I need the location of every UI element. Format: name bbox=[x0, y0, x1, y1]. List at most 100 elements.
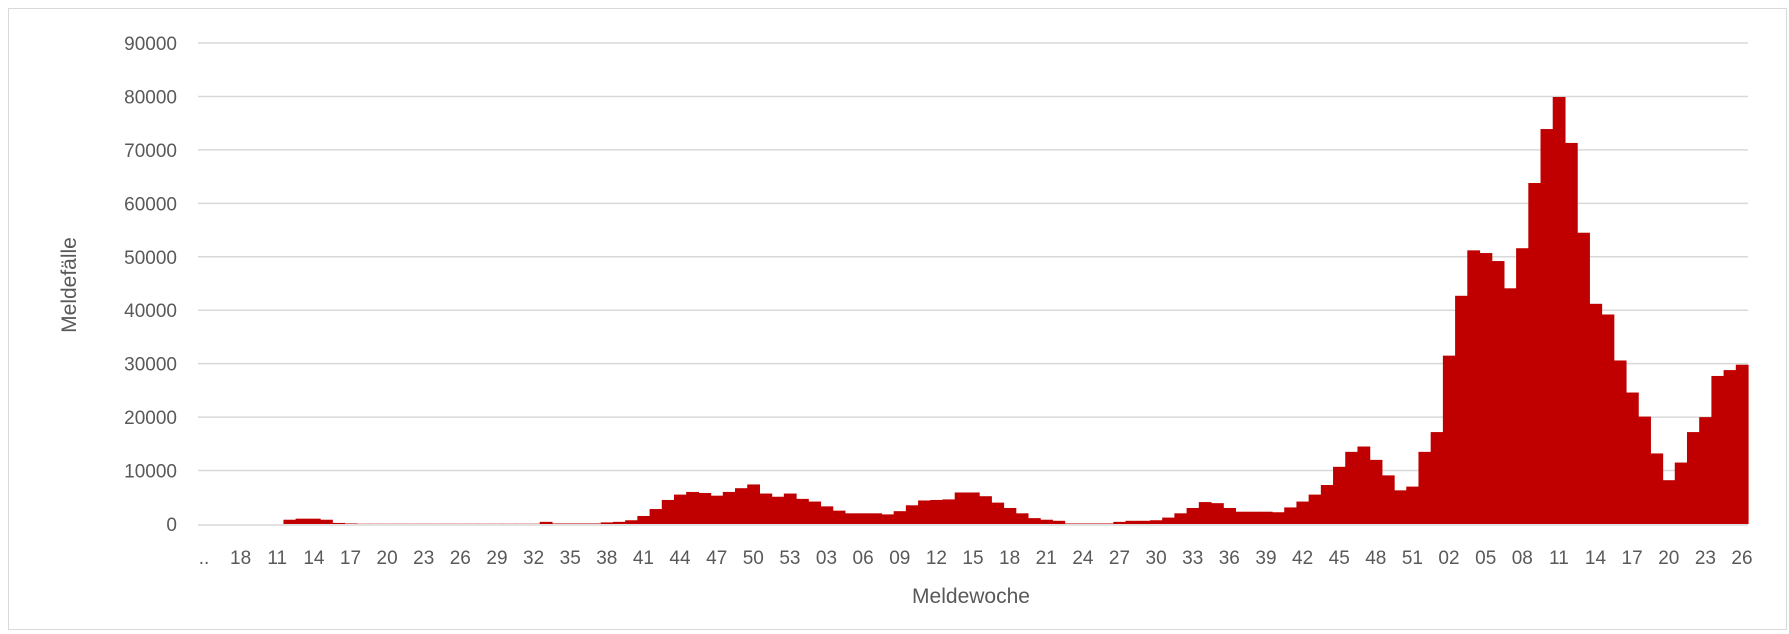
bars bbox=[283, 96, 1749, 525]
bar bbox=[796, 498, 809, 524]
bar bbox=[808, 501, 822, 524]
bar bbox=[1125, 520, 1139, 524]
x-tick-label: 44 bbox=[669, 548, 691, 569]
bar bbox=[588, 523, 602, 524]
bar bbox=[1552, 96, 1566, 524]
bar bbox=[1528, 183, 1542, 524]
bar bbox=[1113, 521, 1127, 524]
bar bbox=[893, 511, 907, 524]
bar bbox=[1198, 502, 1212, 524]
bar bbox=[649, 509, 663, 524]
y-tick-label: 80000 bbox=[124, 87, 177, 108]
x-tick-label: 35 bbox=[560, 548, 581, 569]
bar bbox=[661, 499, 675, 524]
x-tick-label: 45 bbox=[1329, 548, 1350, 569]
x-tick-label: 50 bbox=[743, 548, 764, 569]
bar bbox=[576, 523, 590, 524]
bar bbox=[1027, 518, 1041, 524]
x-tick-label: 26 bbox=[1731, 548, 1752, 569]
bar bbox=[625, 520, 638, 524]
bar bbox=[1650, 453, 1664, 524]
bar bbox=[710, 495, 724, 524]
y-tick-label: 60000 bbox=[124, 194, 177, 215]
bar bbox=[1210, 503, 1224, 524]
bar bbox=[1149, 520, 1163, 524]
bar bbox=[1296, 501, 1310, 524]
bar bbox=[1638, 416, 1651, 524]
x-tick-label: 20 bbox=[377, 548, 398, 569]
bar bbox=[1406, 486, 1420, 524]
bar bbox=[1223, 507, 1236, 524]
bar bbox=[1308, 494, 1322, 524]
bar bbox=[1259, 511, 1273, 524]
bar bbox=[686, 491, 699, 524]
bar bbox=[942, 499, 956, 524]
x-tick-label: 23 bbox=[413, 548, 434, 569]
bar bbox=[832, 510, 846, 524]
x-tick-label: 11 bbox=[1549, 548, 1569, 569]
bar bbox=[820, 506, 834, 524]
bar bbox=[1589, 303, 1603, 524]
bar bbox=[1088, 523, 1102, 524]
x-tick-label: 39 bbox=[1255, 548, 1276, 569]
bar bbox=[1381, 475, 1395, 524]
bar bbox=[1174, 513, 1188, 524]
bar bbox=[673, 494, 687, 524]
bar bbox=[844, 513, 858, 524]
bar bbox=[735, 488, 748, 524]
bar bbox=[1235, 511, 1249, 524]
x-tick-label: 02 bbox=[1438, 548, 1459, 569]
bar bbox=[1662, 480, 1676, 524]
x-tick-label: .. bbox=[199, 548, 210, 569]
bar bbox=[1601, 314, 1615, 524]
y-tick-label: 40000 bbox=[124, 301, 177, 322]
bar bbox=[1272, 512, 1285, 524]
y-tick-label: 20000 bbox=[124, 408, 177, 429]
x-tick-label: 14 bbox=[303, 548, 325, 569]
bar bbox=[295, 518, 309, 524]
bar bbox=[979, 496, 992, 524]
x-tick-label: 14 bbox=[1585, 548, 1607, 569]
bar bbox=[1699, 417, 1712, 524]
x-axis-title: Meldewoche bbox=[912, 585, 1030, 608]
bar bbox=[1430, 432, 1444, 524]
x-tick-label: 15 bbox=[962, 548, 983, 569]
x-tick-label: 23 bbox=[1695, 548, 1716, 569]
bar bbox=[1247, 511, 1261, 524]
x-tick-label: 29 bbox=[486, 548, 507, 569]
bar bbox=[1333, 466, 1346, 524]
bar bbox=[905, 505, 919, 524]
bar bbox=[1467, 250, 1481, 525]
bar bbox=[1442, 355, 1456, 524]
x-tick-label: 05 bbox=[1475, 548, 1496, 569]
x-tick-label: 03 bbox=[816, 548, 837, 569]
bar bbox=[1040, 519, 1053, 524]
bar bbox=[612, 521, 626, 524]
bar bbox=[1186, 507, 1200, 524]
bar bbox=[1711, 375, 1725, 524]
x-tick-label: 48 bbox=[1365, 548, 1386, 569]
x-tick-label: 33 bbox=[1182, 548, 1203, 569]
bar bbox=[747, 484, 761, 524]
bar bbox=[344, 523, 358, 524]
bar bbox=[1357, 446, 1371, 524]
bar bbox=[1064, 523, 1078, 524]
bar bbox=[1320, 484, 1334, 524]
bar bbox=[1735, 364, 1749, 524]
y-tick-label: 0 bbox=[166, 515, 177, 536]
x-tick-label: 30 bbox=[1146, 548, 1167, 569]
x-tick-label: 18 bbox=[999, 548, 1020, 569]
x-tick-label: 41 bbox=[633, 548, 654, 569]
x-tick-label: 51 bbox=[1402, 548, 1423, 569]
y-tick-label: 30000 bbox=[124, 355, 177, 376]
x-tick-label: 26 bbox=[450, 548, 471, 569]
bar bbox=[771, 496, 785, 524]
bar bbox=[991, 502, 1005, 524]
bar bbox=[1162, 517, 1175, 524]
bar bbox=[1577, 232, 1590, 525]
x-tick-label: 47 bbox=[706, 548, 727, 569]
bar bbox=[1686, 432, 1700, 524]
y-axis-title: Meldefälle bbox=[58, 237, 81, 333]
bar bbox=[1076, 523, 1090, 524]
y-axis-ticks: 0 10000 20000 30000 40000 50000 60000 70000 8000… bbox=[124, 34, 177, 536]
